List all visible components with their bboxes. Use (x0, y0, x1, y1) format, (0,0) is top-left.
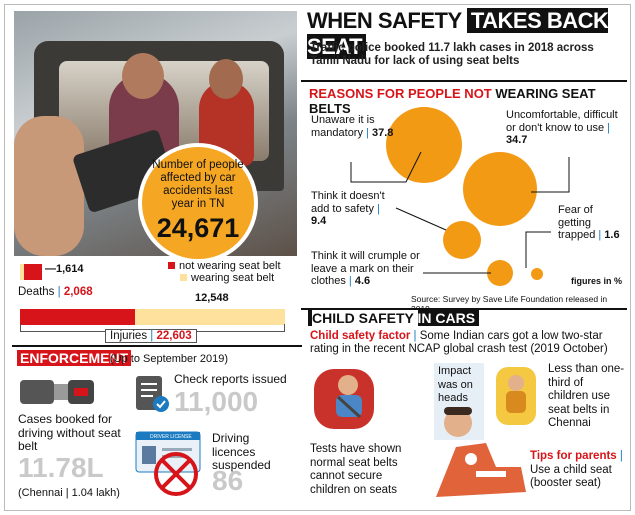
third-children-text: Less than one-third of children use seat… (548, 363, 625, 429)
title-part-1: WHEN SAFETY (307, 8, 467, 33)
reason-unaware-value: 37.8 (371, 126, 394, 139)
deaths-bar-not-wearing (20, 264, 42, 280)
cases-label: Cases booked for driving without seat be… (18, 412, 121, 453)
enforcement-title: ENFORCEMENT (17, 350, 132, 366)
reason-trapped-value: 1.6 (604, 229, 620, 241)
page-title: WHEN SAFETY TAKES BACK SEAT (307, 8, 627, 59)
cases-chennai-note: (Chennai | 1.04 lakh) (18, 487, 120, 499)
bubble-uncomfortable (463, 152, 537, 226)
impact-text: Impact was on heads (438, 365, 473, 404)
reasons-title-red: REASONS FOR PEOPLE NOT (309, 86, 496, 101)
deaths-wearing-count: —1,614 (45, 263, 84, 275)
reason-unaware-label: Unaware it is mandatory (311, 114, 375, 139)
tests-text: Tests have shown normal seat belts canno… (310, 443, 402, 496)
deaths-label: Deaths | 2,068 (18, 286, 93, 298)
reasons-title: REASONS FOR PEOPLE NOT WEARING SEAT BELT… (309, 86, 627, 116)
injuries-wearing-count: 12,548 (195, 292, 229, 304)
reason-trapped: Fear of getting trapped | 1.6 (558, 204, 620, 241)
reasons-panel: REASONS FOR PEOPLE NOT WEARING SEAT BELT… (301, 80, 627, 314)
reason-safety: Think it doesn't add to safety | 9.4 (311, 190, 385, 227)
reason-connectors (350, 151, 570, 274)
child-face-icon (444, 407, 472, 437)
car-photo (14, 11, 297, 256)
tips-text: Tips for parents | Use a child seat (boo… (530, 450, 623, 489)
bubble-unaware (386, 107, 462, 183)
bubble-safety (443, 221, 481, 259)
reason-uncomfortable-value: 34.7 (506, 134, 528, 146)
injuries-bar-wearing (135, 309, 285, 325)
licences-value: 86 (212, 465, 244, 496)
reason-safety-label: Think it doesn't add to safety (311, 190, 385, 215)
legend-wearing: wearing seat belt (180, 272, 274, 284)
child-safety-title: CHILD SAFETY IN CARS (308, 310, 480, 326)
unit-note: figures in % (571, 276, 623, 286)
checklist-icon (136, 376, 169, 412)
booster-seat-icon (496, 367, 536, 425)
child-seat-icon (314, 369, 374, 429)
seatbelt-buckle-icon (20, 380, 94, 404)
reason-unaware: Unaware it is mandatory | 37.8 (311, 114, 394, 139)
reason-safety-value: 9.4 (311, 215, 327, 227)
reason-uncomfortable: Uncomfortable, difficult or don't know t… (506, 109, 618, 146)
reason-uncomfortable-label: Uncomfortable, difficult or don't know t… (506, 109, 618, 134)
enforcement-divider (12, 345, 302, 347)
legend-swatch-yellow (180, 274, 187, 281)
checks-label: Check reports issued (174, 372, 287, 386)
reason-crumple-label: Think it will crumple or leave a mark on… (311, 250, 420, 287)
child-divider (301, 308, 627, 310)
accident-count-value: 24,671 (156, 213, 240, 243)
child-factor: Child safety factor | Some Indian cars g… (310, 330, 608, 355)
infographic-frame (4, 4, 631, 511)
licences-label: Driving licences suspended (212, 431, 271, 472)
bubble-trapped (531, 268, 543, 280)
cases-value: 11.78L (18, 452, 104, 483)
intro-text: Traffic police booked 11.7 lakh cases in… (310, 42, 594, 67)
accident-count-label: Number of people affected by car acciden… (152, 159, 244, 210)
licence-card-icon (135, 431, 201, 496)
checks-value: 11,000 (174, 386, 259, 417)
child-seat-silhouette-icon (436, 443, 526, 497)
reasons-title-black: WEARING SEAT BELTS (309, 86, 596, 116)
driver-head (122, 53, 164, 99)
reason-crumple-value: 4.6 (354, 275, 371, 287)
passenger-head (209, 59, 243, 99)
legend-not-wearing: not wearing seat belt (168, 260, 281, 272)
enforcement-subtitle: (Up to September 2019) (110, 353, 229, 365)
accident-count-circle: Number of people affected by car acciden… (138, 143, 258, 263)
police-hand (14, 116, 84, 256)
injuries-label: Injuries | 22,603 (105, 329, 197, 343)
reason-trapped-label: Fear of getting trapped (558, 204, 596, 241)
licence-card-text: DRIVER LICENSE (150, 434, 192, 440)
injuries-bar-not-wearing (20, 309, 135, 325)
reason-crumple: Think it will crumple or leave a mark on… (311, 250, 420, 287)
legend-swatch-red (168, 262, 175, 269)
bubble-crumple (487, 260, 513, 286)
deaths-bar-wearing (20, 264, 24, 280)
